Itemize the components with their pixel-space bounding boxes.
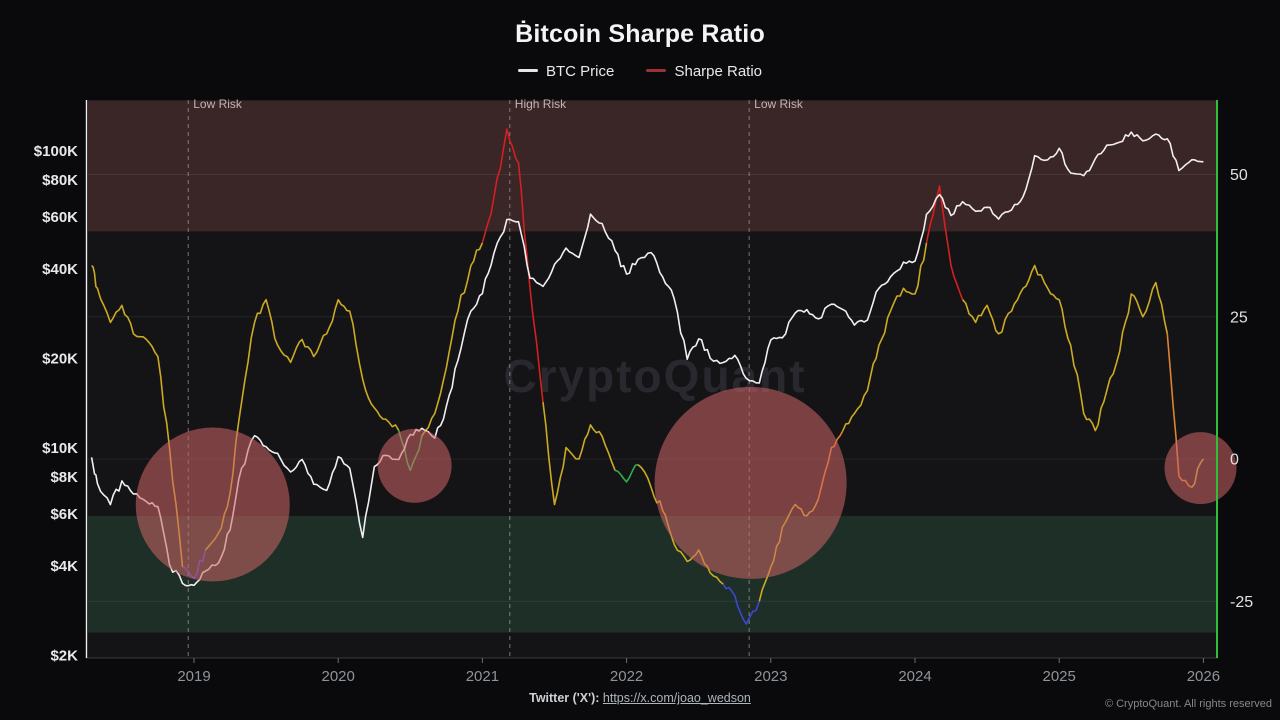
price-tick-label: $8K — [50, 469, 78, 486]
highlight-circle — [654, 386, 847, 579]
price-tick-label: $6K — [50, 506, 78, 523]
year-tick-label: 2026 — [1187, 668, 1220, 685]
legend-item-sharpe: Sharpe Ratio — [646, 63, 762, 80]
twitter-link[interactable]: https://x.com/joao_wedson — [602, 691, 751, 705]
highlight-circle — [377, 428, 452, 503]
price-tick-label: $10K — [42, 440, 78, 457]
year-tick-label: 2022 — [610, 668, 643, 685]
sharpe-ratio-line — [925, 185, 964, 300]
footer: Twitter ('X'): https://x.com/joao_wedson — [0, 691, 1280, 705]
sharpe-ratio-line — [421, 242, 484, 437]
twitter-label: Twitter ('X'): — [529, 691, 600, 705]
sharpe-ratio-line — [91, 264, 184, 568]
sharpe-line-swatch — [646, 69, 667, 73]
btc-line-swatch — [517, 69, 538, 73]
legend-item-btc: BTC Price — [517, 63, 615, 80]
risk-marker-label: Low Risk — [754, 97, 804, 111]
price-tick-label: $100K — [34, 143, 78, 160]
chart-title: Ḃitcoin Sharpe Ratio — [515, 20, 765, 48]
year-tick-label: 2019 — [177, 668, 210, 685]
year-tick-label: 2020 — [322, 668, 355, 685]
price-tick-label: $80K — [42, 172, 78, 189]
price-tick-label: $20K — [42, 351, 78, 368]
price-tick-label: $40K — [42, 261, 78, 278]
year-tick-label: 2024 — [898, 668, 931, 685]
sharpe-ratio-line — [842, 242, 928, 431]
risk-marker-label: High Risk — [515, 97, 567, 111]
legend-label-btc: BTC Price — [545, 63, 615, 80]
year-tick-label: 2023 — [754, 668, 787, 685]
highlight-circle — [1164, 432, 1237, 505]
year-tick-label: 2021 — [466, 668, 499, 685]
sharpe-tick-label: -25 — [1230, 594, 1253, 611]
highlight-circle — [135, 427, 290, 582]
sharpe-ratio-line — [614, 463, 639, 483]
sharpe-tick-label: 0 — [1230, 452, 1239, 469]
high-risk-zone — [88, 100, 1218, 232]
btc-price-line — [90, 131, 1204, 587]
copyright-notice: © CryptoQuant. All rights reserved — [1104, 698, 1272, 710]
sharpe-ratio-line — [961, 264, 1169, 432]
risk-marker-label: Low Risk — [193, 97, 243, 111]
price-tick-label: $2K — [50, 648, 78, 665]
legend-label-sharpe: Sharpe Ratio — [674, 63, 763, 80]
price-tick-label: $4K — [50, 558, 78, 575]
sharpe-ratio-line — [722, 583, 761, 625]
year-tick-label: 2025 — [1043, 668, 1076, 685]
sharpe-ratio-line — [481, 128, 544, 403]
sharpe-ratio-line — [204, 298, 400, 551]
legend: BTC Price Sharpe Ratio — [0, 63, 1280, 80]
sharpe-tick-label: 50 — [1230, 167, 1248, 184]
price-tick-label: $60K — [42, 209, 78, 226]
sharpe-tick-label: 25 — [1230, 309, 1248, 326]
sharpe-ratio-line — [542, 402, 616, 506]
